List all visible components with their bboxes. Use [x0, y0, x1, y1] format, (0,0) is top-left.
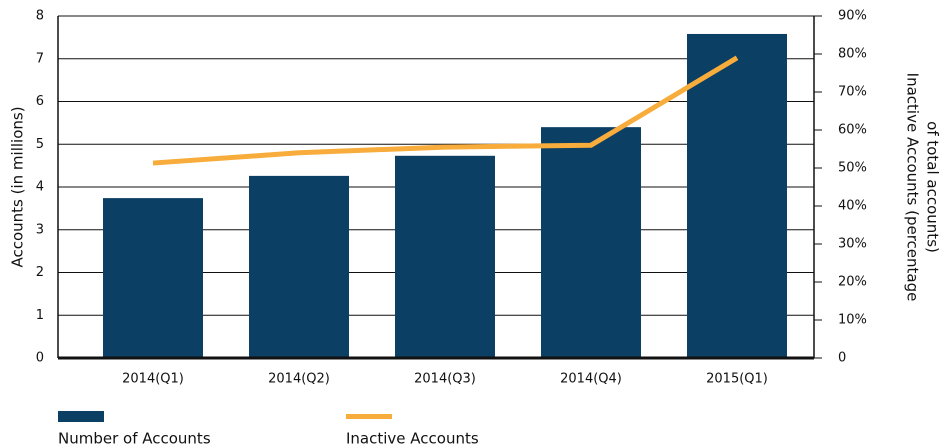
- y-tick-label: 8: [36, 9, 44, 24]
- y-tick-label: 4: [36, 180, 44, 195]
- y-tick-label: 2: [36, 265, 44, 280]
- bar: [103, 198, 203, 358]
- y2-tick-label: 10%: [838, 313, 867, 328]
- y-tick-label: 7: [36, 51, 44, 66]
- y-tick-label: 0: [36, 351, 44, 366]
- y-tick-label: 3: [36, 222, 44, 237]
- bar: [249, 175, 349, 358]
- x-tick-label: 2014(Q4): [560, 372, 622, 387]
- legend-swatch: [346, 414, 392, 419]
- x-tick-label: 2014(Q3): [414, 372, 476, 387]
- y-tick-label: 1: [36, 308, 44, 323]
- bar: [541, 127, 641, 359]
- y2-axis-label: of total accounts): [924, 121, 942, 253]
- x-tick-label: 2014(Q2): [268, 372, 330, 387]
- y2-tick-label: 90%: [838, 9, 867, 24]
- y2-tick-label: 30%: [838, 237, 867, 252]
- y-tick-label: 5: [36, 137, 44, 152]
- y2-tick-label: 20%: [838, 275, 867, 290]
- bar: [687, 33, 787, 359]
- y2-tick-label: 60%: [838, 123, 867, 138]
- y2-tick-label: 50%: [838, 161, 867, 176]
- bar: [395, 155, 495, 358]
- x-tick-label: 2014(Q1): [122, 372, 184, 387]
- y2-tick-label: 0: [838, 351, 846, 366]
- y2-tick-label: 40%: [838, 199, 867, 214]
- y-axis-label: Accounts (in millions): [9, 106, 27, 267]
- y-tick-label: 6: [36, 94, 44, 109]
- y2-tick-label: 80%: [838, 47, 867, 62]
- y2-tick-label: 70%: [838, 85, 867, 100]
- legend-label: Number of Accounts: [58, 430, 211, 447]
- legend-swatch: [58, 411, 104, 422]
- x-tick-label: 2015(Q1): [706, 372, 768, 387]
- legend-label: Inactive Accounts: [346, 430, 479, 447]
- y2-axis-label: Inactive Accounts (percentage: [904, 73, 922, 302]
- line: [152, 55, 739, 166]
